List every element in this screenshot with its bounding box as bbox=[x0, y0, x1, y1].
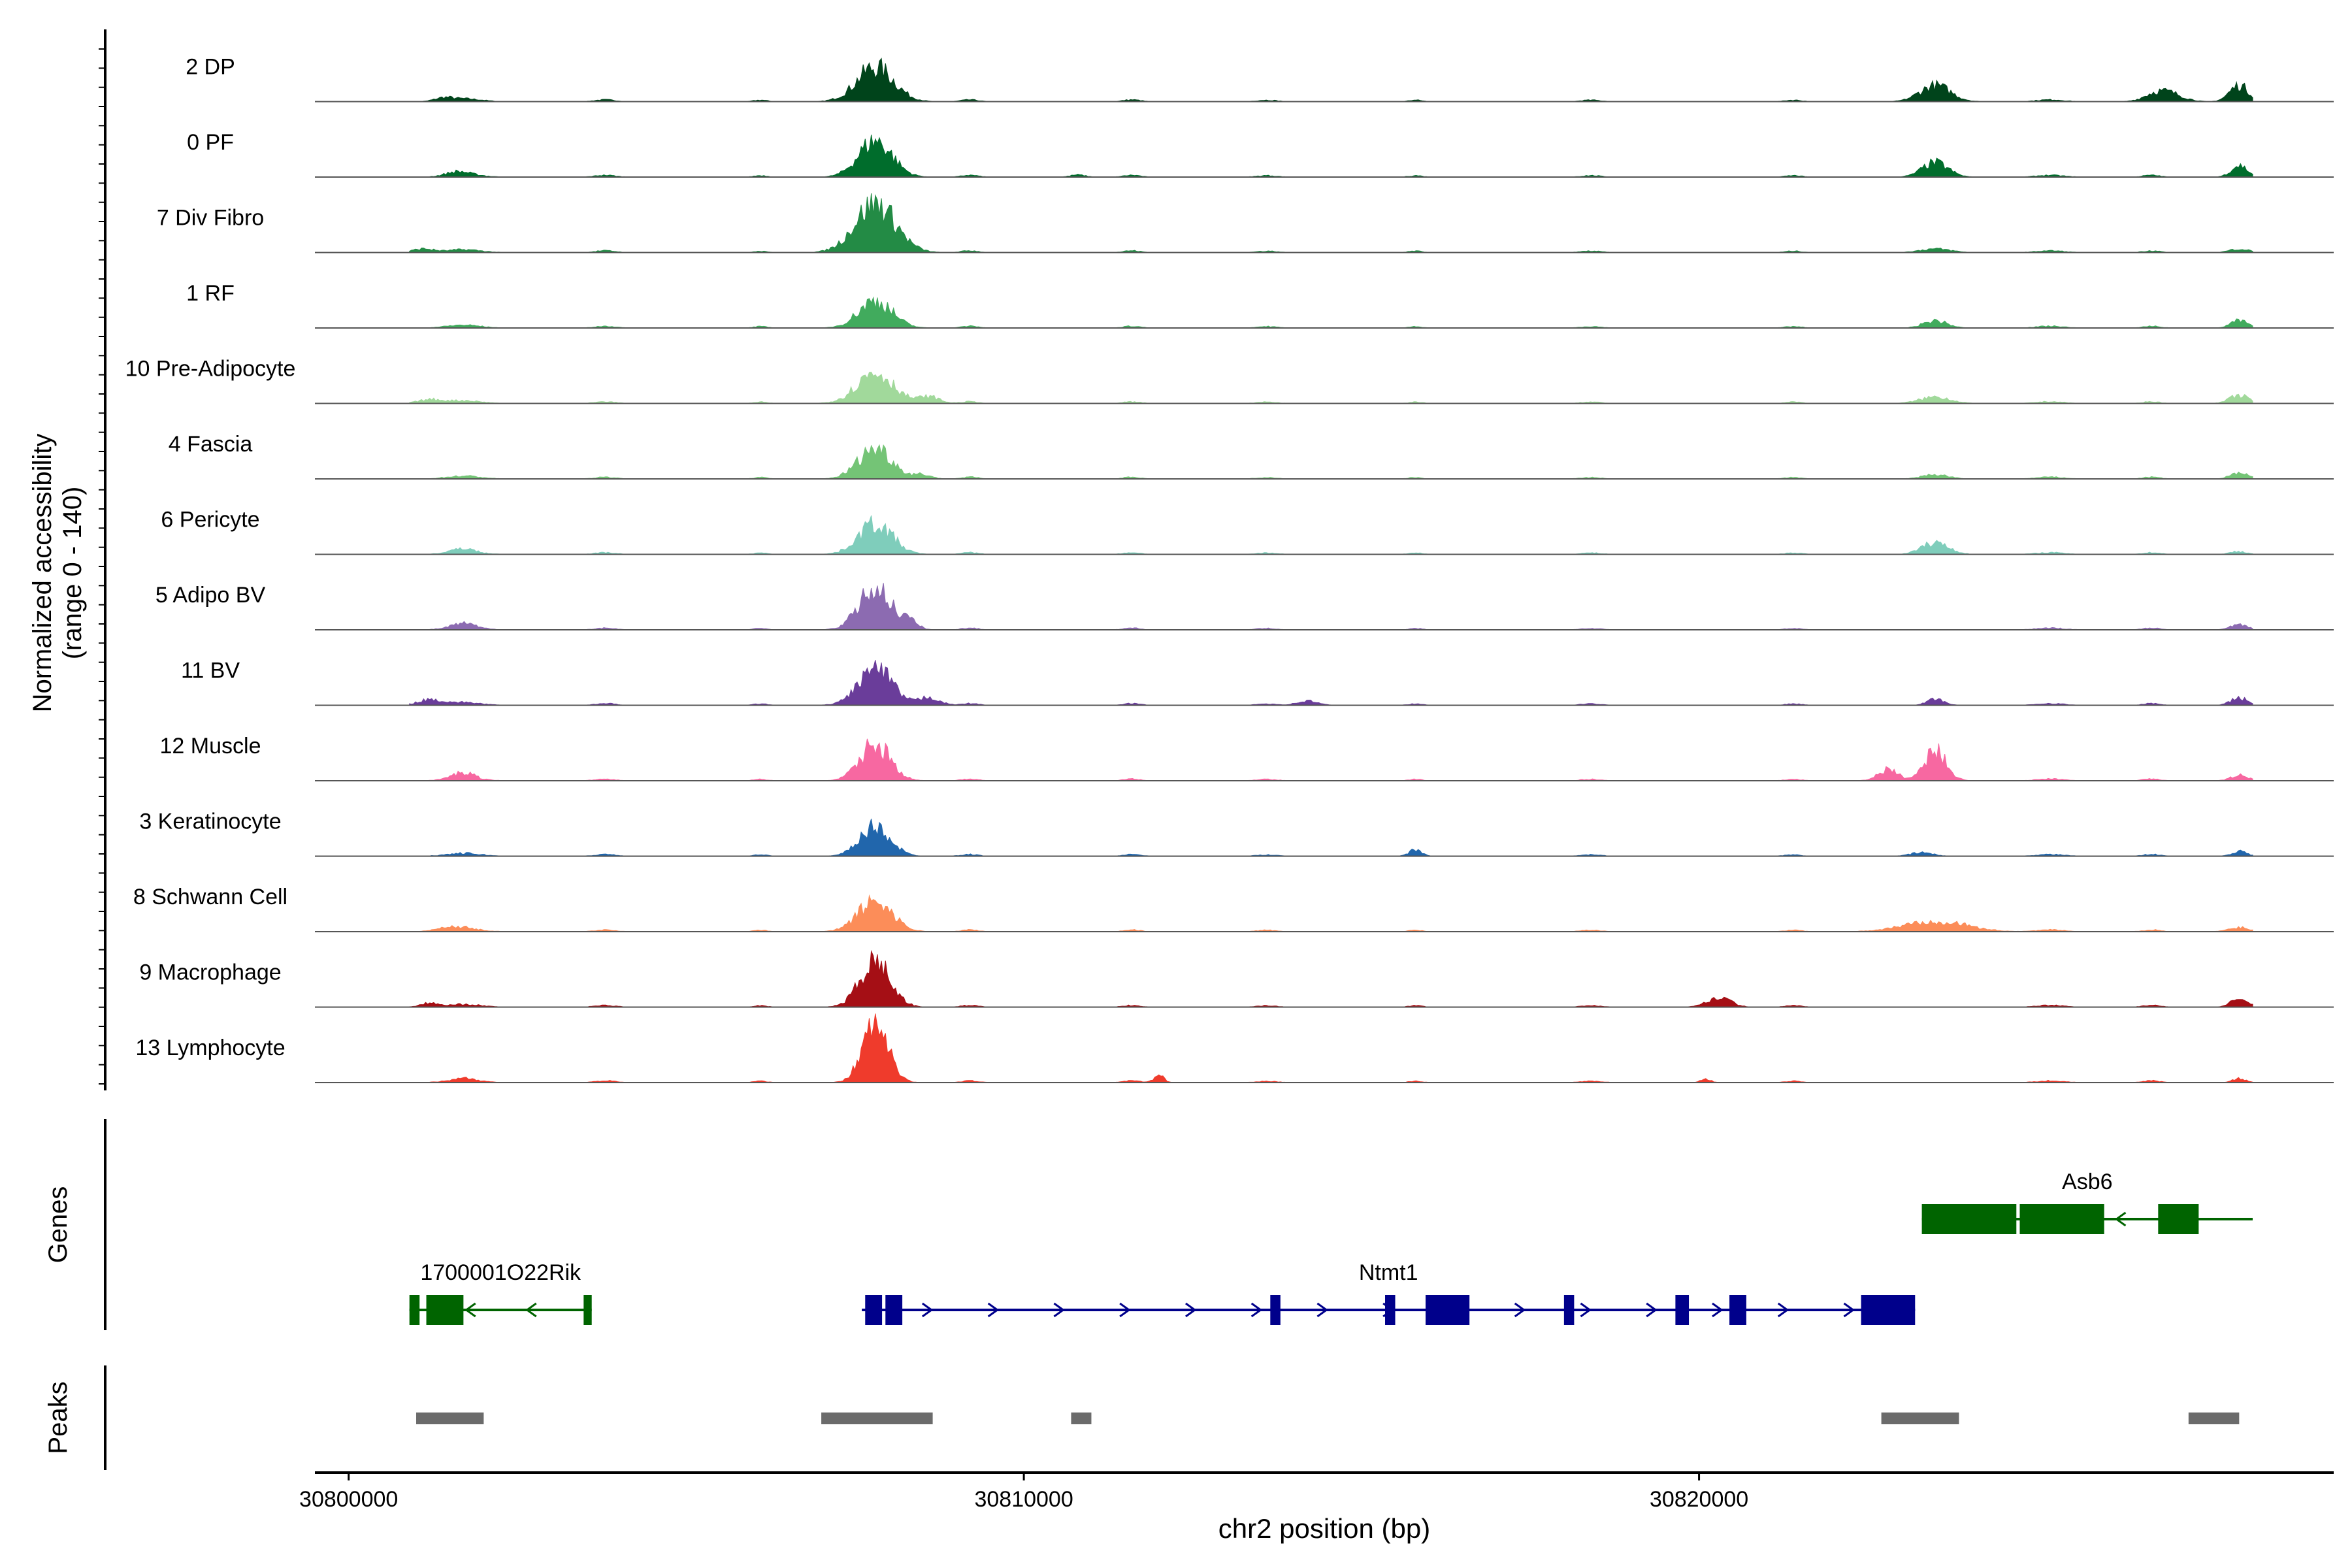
gene-1700001o22rik: 1700001O22Rik bbox=[409, 1260, 592, 1325]
exon bbox=[1921, 1204, 2017, 1234]
track-label: 12 Muscle bbox=[160, 734, 261, 759]
track-area bbox=[409, 296, 2253, 329]
track-label: 6 Pericyte bbox=[161, 508, 259, 532]
track-label: 5 Adipo BV bbox=[155, 583, 266, 608]
strand-arrow bbox=[1316, 1302, 1329, 1318]
track-label: 0 PF bbox=[187, 130, 234, 155]
exon bbox=[1426, 1295, 1470, 1325]
strand-arrow bbox=[987, 1302, 1000, 1318]
x-axis-label: chr2 position (bp) bbox=[1218, 1513, 1431, 1544]
track-area bbox=[409, 583, 2253, 630]
accessibility-tracks: 2 DP 0 PF 7 Div Fibro 1 RF 10 Pre-Adipocyte 4… bbox=[125, 55, 2334, 1083]
exon bbox=[885, 1295, 903, 1325]
track-label: 2 DP bbox=[186, 55, 235, 80]
peak-region bbox=[1071, 1413, 1092, 1424]
strand-arrow bbox=[921, 1302, 934, 1318]
peak-region bbox=[2188, 1413, 2240, 1424]
peaks-panel bbox=[416, 1413, 2240, 1424]
track-area bbox=[409, 894, 2253, 932]
track-7-div-fibro: 7 Div Fibro bbox=[157, 193, 2334, 253]
track-6-pericyte: 6 Pericyte bbox=[161, 508, 2334, 555]
exon bbox=[1861, 1295, 1916, 1325]
track-area bbox=[409, 660, 2253, 706]
exon bbox=[1270, 1295, 1281, 1325]
genes-panel-label: Genes bbox=[44, 1186, 73, 1264]
y-axis-range-label: (range 0 - 140) bbox=[58, 487, 87, 660]
track-area bbox=[409, 57, 2253, 102]
track-area bbox=[409, 515, 2253, 555]
track-area bbox=[409, 193, 2253, 253]
x-tick-label: 30820000 bbox=[1650, 1487, 1748, 1512]
track-area bbox=[409, 950, 2253, 1007]
track-11-bv: 11 BV bbox=[181, 659, 2334, 706]
gene-label: Ntmt1 bbox=[1359, 1260, 1418, 1285]
gene-asb6: Asb6 bbox=[1921, 1169, 2253, 1234]
strand-arrow bbox=[1646, 1302, 1658, 1318]
x-tick-label: 30800000 bbox=[299, 1487, 398, 1512]
exon bbox=[2158, 1204, 2199, 1234]
axes: Normalized accessibility (range 0 - 140) G… bbox=[28, 29, 2334, 1544]
peaks-panel-label: Peaks bbox=[44, 1381, 73, 1454]
track-4-fascia: 4 Fascia bbox=[169, 432, 2334, 480]
track-0-pf: 0 PF bbox=[187, 130, 2334, 178]
track-area bbox=[409, 738, 2253, 781]
peak-region bbox=[416, 1413, 484, 1424]
strand-arrow bbox=[1119, 1302, 1131, 1318]
track-10-pre-adipocyte: 10 Pre-Adipocyte bbox=[125, 357, 2334, 404]
track-1-rf: 1 RF bbox=[186, 281, 2334, 329]
track-12-muscle: 12 Muscle bbox=[160, 734, 2334, 781]
exon bbox=[1385, 1295, 1396, 1325]
track-label: 1 RF bbox=[186, 281, 235, 306]
exon bbox=[426, 1295, 464, 1325]
genes-panel: 1700001O22Rik Ntmt1 Asb6 bbox=[409, 1169, 2253, 1325]
peak-region bbox=[821, 1413, 933, 1424]
strand-arrow bbox=[525, 1302, 537, 1318]
track-area bbox=[409, 1013, 2253, 1083]
gene-label: 1700001O22Rik bbox=[420, 1260, 581, 1285]
strand-arrow bbox=[1185, 1302, 1197, 1318]
track-8-schwann-cell: 8 Schwann Cell bbox=[133, 885, 2334, 932]
track-label: 10 Pre-Adipocyte bbox=[125, 357, 296, 382]
exon bbox=[1675, 1295, 1690, 1325]
exon bbox=[1563, 1295, 1575, 1325]
track-3-keratinocyte: 3 Keratinocyte bbox=[139, 809, 2334, 857]
exon bbox=[865, 1295, 883, 1325]
exon bbox=[409, 1295, 420, 1325]
exon bbox=[2019, 1204, 2104, 1234]
peak-region bbox=[1881, 1413, 1959, 1424]
track-area bbox=[409, 135, 2253, 178]
exon bbox=[583, 1295, 592, 1325]
x-tick-label: 30810000 bbox=[974, 1487, 1073, 1512]
track-label: 13 Lymphocyte bbox=[135, 1036, 285, 1060]
track-5-adipo-bv: 5 Adipo BV bbox=[155, 583, 2334, 630]
strand-arrow bbox=[1580, 1302, 1592, 1318]
strand-arrow bbox=[1843, 1302, 1855, 1318]
gene-ntmt1: Ntmt1 bbox=[862, 1260, 1916, 1325]
track-label: 9 Macrophage bbox=[139, 960, 281, 985]
strand-arrow bbox=[465, 1302, 476, 1318]
gene-label: Asb6 bbox=[2062, 1169, 2113, 1194]
strand-arrow bbox=[1250, 1302, 1263, 1318]
track-label: 7 Div Fibro bbox=[157, 206, 264, 231]
track-label: 11 BV bbox=[181, 659, 240, 683]
strand-arrow bbox=[1777, 1302, 1789, 1318]
track-label: 8 Schwann Cell bbox=[133, 885, 287, 909]
track-2-dp: 2 DP bbox=[186, 55, 2334, 103]
exon bbox=[1729, 1295, 1746, 1325]
track-label: 3 Keratinocyte bbox=[139, 809, 281, 834]
track-area bbox=[409, 819, 2253, 857]
track-13-lymphocyte: 13 Lymphocyte bbox=[135, 1013, 2334, 1083]
y-axis-label: Normalized accessibility bbox=[28, 434, 57, 713]
strand-arrow bbox=[2114, 1211, 2127, 1227]
strand-arrow bbox=[1053, 1302, 1065, 1318]
strand-arrow bbox=[1514, 1302, 1526, 1318]
track-label: 4 Fascia bbox=[169, 432, 253, 457]
strand-arrow bbox=[1712, 1302, 1723, 1318]
track-9-macrophage: 9 Macrophage bbox=[139, 950, 2334, 1008]
track-area bbox=[409, 444, 2253, 480]
track-area bbox=[409, 372, 2253, 404]
